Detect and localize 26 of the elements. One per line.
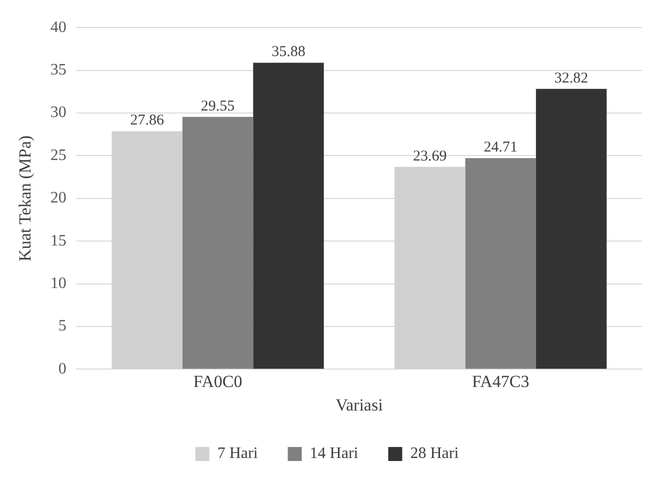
y-tick-label: 35 (50, 62, 66, 79)
data-label: 23.69 (413, 148, 447, 164)
y-tick-label: 25 (50, 146, 66, 164)
data-label: 29.55 (200, 98, 235, 114)
legend-label: 14 Hari (310, 445, 359, 462)
bar (465, 158, 536, 369)
data-label: 24.71 (484, 140, 518, 156)
y-axis-title: Kuat Tekan (MPa) (16, 135, 35, 262)
bar (182, 116, 254, 369)
y-tick-label: 10 (50, 275, 66, 292)
x-axis-title: Variasi (336, 395, 384, 414)
x-tick-label: FA0C0 (193, 372, 242, 391)
y-tick-label: 15 (50, 232, 66, 250)
y-tick-label: 20 (50, 190, 66, 207)
data-label: 35.88 (272, 44, 306, 60)
x-tick-label: FA47C3 (472, 372, 530, 391)
bar (536, 88, 607, 369)
y-tick-label: 40 (50, 18, 66, 36)
data-label: 27.86 (130, 112, 164, 129)
y-tick-label: 5 (58, 318, 66, 335)
y-tick-label: 30 (50, 104, 66, 122)
bar (253, 62, 324, 369)
legend-label: 7 Hari (217, 445, 258, 462)
legend-label: 28 Hari (410, 445, 460, 462)
y-tick-label: 0 (58, 360, 66, 378)
data-label: 32.82 (554, 70, 588, 86)
